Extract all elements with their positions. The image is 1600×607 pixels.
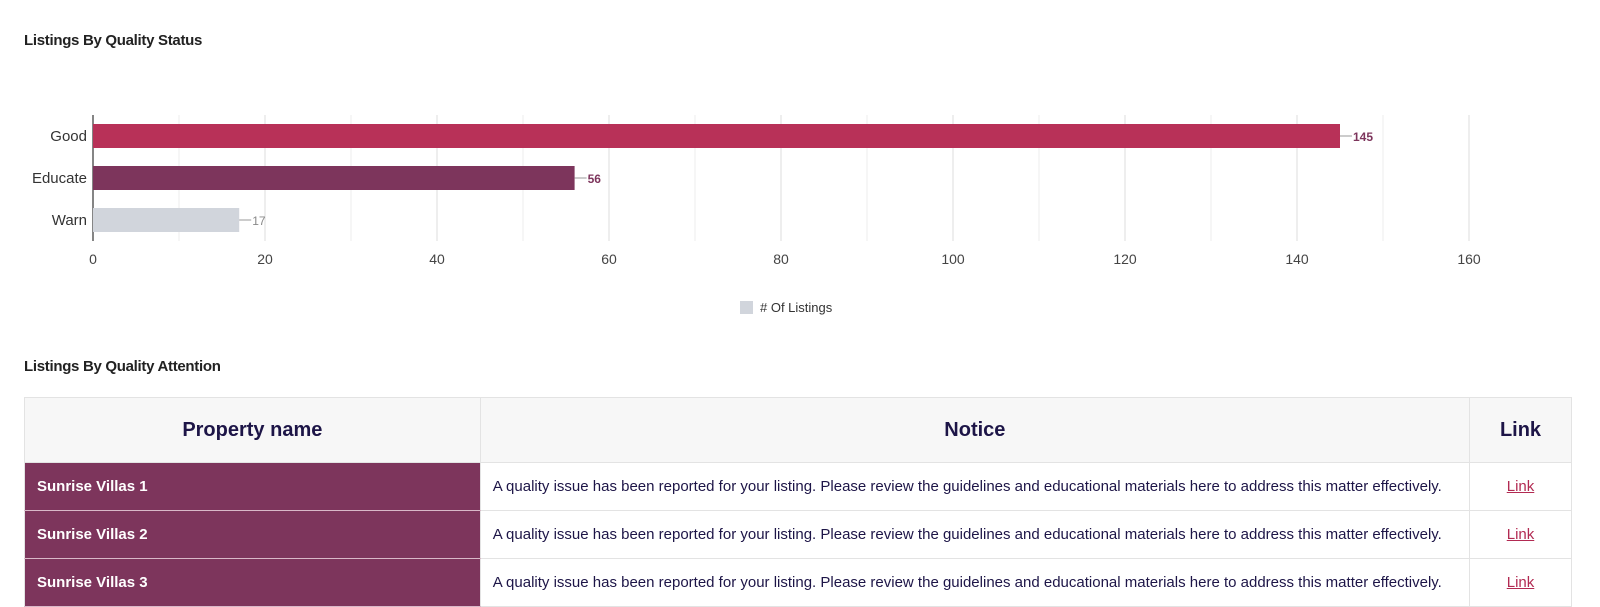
bar-warn [93,208,240,232]
y-category-label: Educate [32,170,87,187]
x-tick-label: 80 [773,251,789,267]
data-label: 17 [252,214,266,228]
legend-label: # Of Listings [760,300,833,315]
table-row: Sunrise Villas 3 A quality issue has bee… [24,558,1572,607]
chart-title: Listings By Quality Status [24,32,203,49]
table-title: Listings By Quality Attention [24,358,221,375]
data-label: 145 [1353,130,1373,144]
notice-cell: A quality issue has been reported for yo… [479,462,1471,511]
notice-cell: A quality issue has been reported for yo… [479,510,1471,559]
x-tick-label: 20 [257,251,273,267]
table-row: Sunrise Villas 1 A quality issue has bee… [24,462,1572,511]
data-label: 56 [588,172,602,186]
property-name-cell: Sunrise Villas 1 [24,462,481,511]
attention-table: Property name Notice Link Sunrise Villas… [24,397,1572,607]
listing-link[interactable]: Link [1506,574,1535,591]
table-header-row: Property name Notice Link [24,397,1572,463]
x-tick-label: 40 [429,251,445,267]
table-row: Sunrise Villas 2 A quality issue has bee… [24,510,1572,559]
column-header-property: Property name [24,397,481,463]
column-header-notice: Notice [479,397,1471,463]
chart-labels: 0 20 40 60 80 100 120 140 160 Good 145 Educate 56 War… [32,128,1481,267]
x-tick-label: 120 [1113,251,1137,267]
link-cell: Link [1469,510,1572,559]
listing-link[interactable]: Link [1506,478,1535,495]
link-cell: Link [1469,558,1572,607]
y-category-label: Good [50,128,87,145]
x-tick-label: 100 [941,251,965,267]
property-name-cell: Sunrise Villas 2 [24,510,481,559]
y-category-label: Warn [52,212,87,229]
chart-bars [93,124,1340,232]
chart-legend[interactable]: # Of Listings [740,300,832,315]
quality-status-chart: 0 20 40 60 80 100 120 140 160 Good 145 Educate 56 War… [32,115,1481,267]
link-cell: Link [1469,462,1572,511]
legend-swatch [740,301,753,314]
notice-cell: A quality issue has been reported for yo… [479,558,1471,607]
bar-educate [93,166,575,190]
bar-good [93,124,1340,148]
x-tick-label: 0 [89,251,97,267]
x-tick-label: 160 [1457,251,1481,267]
column-header-link: Link [1469,397,1572,463]
listing-link[interactable]: Link [1506,526,1535,543]
x-tick-label: 140 [1285,251,1309,267]
x-tick-label: 60 [601,251,617,267]
property-name-cell: Sunrise Villas 3 [24,558,481,607]
